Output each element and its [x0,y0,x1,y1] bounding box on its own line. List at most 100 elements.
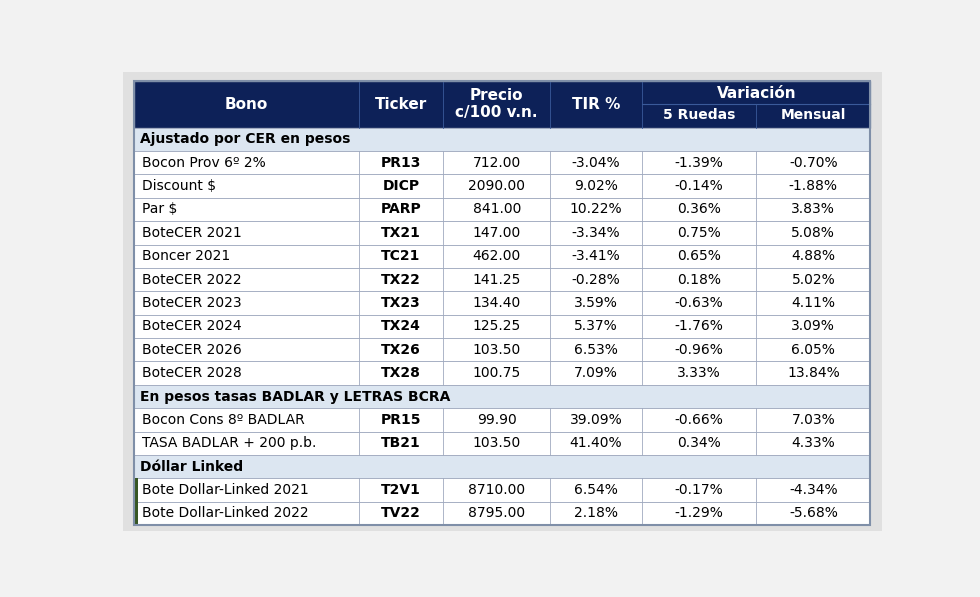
Text: Boncer 2021: Boncer 2021 [142,250,230,263]
Text: -0.63%: -0.63% [675,296,723,310]
Text: 10.22%: 10.22% [569,202,622,217]
Text: BoteCER 2026: BoteCER 2026 [142,343,242,357]
Text: 141.25: 141.25 [472,273,521,287]
Text: 4.88%: 4.88% [791,250,835,263]
Text: PARP: PARP [380,202,421,217]
Text: 0.36%: 0.36% [677,202,721,217]
Text: TIR %: TIR % [572,97,620,112]
Bar [134,291,870,315]
Text: 125.25: 125.25 [472,319,520,333]
Text: PR13: PR13 [381,156,421,170]
Text: En pesos tasas BADLAR y LETRAS BCRA: En pesos tasas BADLAR y LETRAS BCRA [140,390,451,404]
Text: BoteCER 2022: BoteCER 2022 [142,273,241,287]
Text: BoteCER 2024: BoteCER 2024 [142,319,241,333]
Text: 0.34%: 0.34% [677,436,721,450]
Text: 3.83%: 3.83% [792,202,835,217]
Text: 5.02%: 5.02% [792,273,835,287]
Text: 7.09%: 7.09% [574,366,618,380]
Text: -3.41%: -3.41% [571,250,620,263]
Text: 3.33%: 3.33% [677,366,721,380]
Text: 39.09%: 39.09% [569,413,622,427]
Text: 13.84%: 13.84% [787,366,840,380]
Text: -5.68%: -5.68% [789,506,838,521]
Text: Discount $: Discount $ [142,179,216,193]
Text: BoteCER 2023: BoteCER 2023 [142,296,241,310]
Bar [134,502,138,525]
Text: 99.90: 99.90 [477,413,516,427]
Text: -0.70%: -0.70% [789,156,838,170]
Text: 7.03%: 7.03% [792,413,835,427]
Text: Dóllar Linked: Dóllar Linked [140,460,243,473]
Text: Par $: Par $ [142,202,177,217]
Bar [134,408,870,432]
Text: Ticker: Ticker [375,97,427,112]
Text: -1.29%: -1.29% [675,506,723,521]
Text: 462.00: 462.00 [472,250,520,263]
Bar [870,72,882,531]
Text: 4.33%: 4.33% [792,436,835,450]
Text: TX21: TX21 [381,226,421,240]
Bar [134,198,870,221]
Text: TV22: TV22 [381,506,421,521]
Text: Precio
c/100 v.n.: Precio c/100 v.n. [456,88,538,121]
Text: 41.40%: 41.40% [569,436,622,450]
Text: -0.17%: -0.17% [675,483,723,497]
Text: 8710.00: 8710.00 [468,483,525,497]
Text: 103.50: 103.50 [472,343,520,357]
Text: TX22: TX22 [381,273,421,287]
Text: Bote Dollar-Linked 2022: Bote Dollar-Linked 2022 [142,506,309,521]
Bar [134,455,870,478]
Text: TX23: TX23 [381,296,420,310]
Text: 2090.00: 2090.00 [468,179,525,193]
Bar [134,362,870,385]
Bar [134,432,870,455]
Text: 100.75: 100.75 [472,366,520,380]
Text: 147.00: 147.00 [472,226,520,240]
Text: -0.28%: -0.28% [571,273,620,287]
Text: Bono: Bono [224,97,268,112]
Bar [134,221,870,245]
Bar [134,338,870,362]
Bar [134,128,870,151]
Text: TC21: TC21 [381,250,420,263]
Text: BoteCER 2021: BoteCER 2021 [142,226,242,240]
Text: T2V1: T2V1 [381,483,421,497]
Bar [122,72,882,81]
Text: Bocon Prov 6º 2%: Bocon Prov 6º 2% [142,156,266,170]
Text: 6.53%: 6.53% [574,343,618,357]
Text: TX26: TX26 [381,343,420,357]
Text: 2.18%: 2.18% [574,506,618,521]
Bar [134,478,138,502]
Text: -3.04%: -3.04% [571,156,620,170]
Text: 5.08%: 5.08% [792,226,835,240]
Text: Ajustado por CER en pesos: Ajustado por CER en pesos [140,133,351,146]
Text: 5.37%: 5.37% [574,319,618,333]
Text: 712.00: 712.00 [472,156,520,170]
Text: Bocon Cons 8º BADLAR: Bocon Cons 8º BADLAR [142,413,305,427]
Text: TASA BADLAR + 200 p.b.: TASA BADLAR + 200 p.b. [142,436,317,450]
Bar [134,245,870,268]
Text: 0.65%: 0.65% [677,250,721,263]
Text: -1.76%: -1.76% [675,319,723,333]
Bar [134,151,870,174]
Text: 841.00: 841.00 [472,202,521,217]
Text: BoteCER 2028: BoteCER 2028 [142,366,242,380]
Bar [134,502,870,525]
Text: Bote Dollar-Linked 2021: Bote Dollar-Linked 2021 [142,483,309,497]
Text: -1.39%: -1.39% [675,156,723,170]
Text: Variación: Variación [716,87,796,101]
Text: -0.14%: -0.14% [675,179,723,193]
Text: PR15: PR15 [381,413,421,427]
Text: -4.34%: -4.34% [789,483,838,497]
Text: 9.02%: 9.02% [574,179,618,193]
Text: 3.09%: 3.09% [792,319,835,333]
Bar [134,478,870,502]
Text: 6.05%: 6.05% [792,343,835,357]
Text: 8795.00: 8795.00 [468,506,525,521]
Bar [134,385,870,408]
Text: 103.50: 103.50 [472,436,520,450]
Bar [122,525,882,531]
Text: -0.66%: -0.66% [675,413,723,427]
Text: DICP: DICP [382,179,419,193]
Bar [122,72,134,531]
